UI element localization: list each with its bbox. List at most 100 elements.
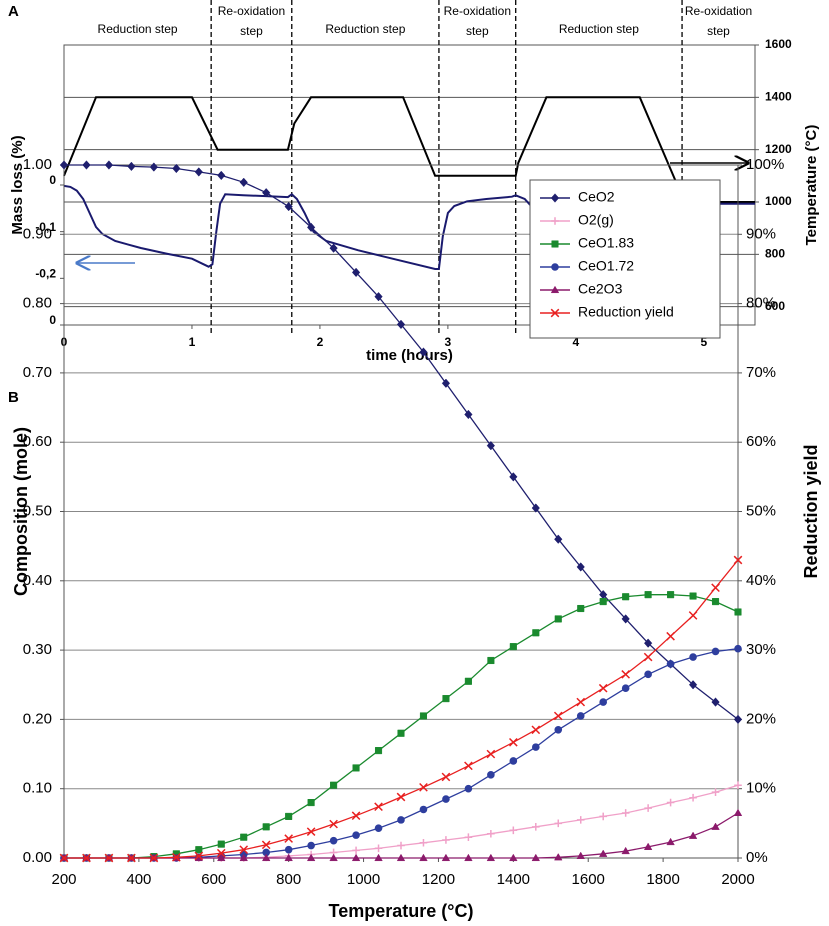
- point: [284, 845, 293, 854]
- step-label: step: [707, 24, 730, 38]
- point: [195, 846, 203, 854]
- point: [554, 615, 562, 623]
- y2-tick-label: 90%: [746, 225, 776, 242]
- point: [419, 838, 428, 847]
- y-axis-label: Mass loss (%): [9, 135, 26, 234]
- y2-tick-label: 10%: [746, 780, 776, 797]
- series-line: [64, 648, 739, 859]
- point: [442, 695, 450, 703]
- point: [644, 670, 652, 679]
- point: [262, 188, 271, 198]
- legend-label: CeO1.83: [578, 235, 634, 251]
- point: [306, 827, 316, 836]
- point: [711, 788, 720, 796]
- point: [306, 222, 316, 233]
- x-tick-label: 5: [700, 335, 707, 349]
- point: [374, 291, 383, 302]
- point: [262, 848, 271, 857]
- point: [306, 853, 316, 862]
- point: [667, 591, 675, 599]
- x-tick-label: 200: [51, 871, 76, 888]
- x-tick-label: 1000: [347, 871, 380, 888]
- point: [261, 840, 271, 850]
- point: [239, 845, 249, 855]
- point: [419, 805, 428, 814]
- point: [577, 604, 585, 613]
- legend-marker: [550, 285, 560, 294]
- x-tick-label: 1800: [646, 871, 679, 888]
- point: [711, 598, 720, 606]
- y-tick-label: 0.30: [23, 641, 52, 658]
- point: [217, 840, 225, 848]
- point: [194, 167, 203, 177]
- point: [396, 319, 406, 330]
- legend-marker: [550, 193, 560, 203]
- point: [216, 848, 226, 858]
- point: [352, 764, 360, 772]
- point: [599, 698, 607, 706]
- point: [486, 440, 496, 451]
- point: [307, 841, 315, 850]
- y-tick-label: -0,1: [35, 220, 56, 234]
- y2-tick-label: 70%: [746, 364, 776, 381]
- y-tick-label: 0.50: [23, 502, 52, 519]
- point: [711, 647, 720, 656]
- point: [598, 849, 608, 857]
- y2-axis-label: Reduction yield: [801, 444, 821, 578]
- point: [576, 851, 585, 859]
- point: [59, 853, 69, 863]
- point: [598, 683, 608, 693]
- point: [666, 837, 675, 846]
- point: [643, 638, 653, 648]
- x-tick-label: 1200: [422, 871, 455, 888]
- step-label: Reduction step: [325, 22, 405, 36]
- legend-marker: [550, 308, 560, 318]
- point: [464, 853, 473, 862]
- point: [689, 592, 697, 600]
- point: [599, 598, 607, 606]
- point: [509, 853, 518, 862]
- y-tick-label: 0.60: [23, 433, 52, 450]
- point: [553, 711, 563, 721]
- series-line: [63, 96, 755, 203]
- step-label: step: [240, 24, 263, 38]
- y2-axis-label: Temperature (°C): [803, 125, 820, 246]
- y2-tick-label: 30%: [746, 641, 776, 658]
- point: [464, 761, 473, 771]
- point: [127, 161, 136, 172]
- y-tick-label: 0.10: [23, 780, 52, 797]
- point: [621, 684, 630, 693]
- legend-label: CeO1.72: [578, 258, 634, 274]
- point: [733, 714, 743, 725]
- x-tick-label: 1: [189, 335, 196, 349]
- point: [82, 853, 91, 863]
- point: [554, 853, 563, 861]
- y-tick-label: 0.80: [23, 295, 52, 312]
- x-tick-label: 3: [445, 335, 452, 349]
- y-tick-label: 0: [49, 313, 56, 327]
- point: [621, 809, 630, 817]
- y2-tick-label: 1000: [765, 194, 792, 208]
- point: [374, 747, 383, 755]
- y-tick-label: 0.90: [23, 225, 52, 242]
- point: [734, 781, 742, 790]
- point: [419, 712, 428, 720]
- y2-tick-label: 1200: [765, 142, 792, 156]
- y2-tick-label: 20%: [746, 710, 776, 727]
- point: [532, 823, 540, 831]
- point: [396, 792, 406, 802]
- point: [531, 725, 541, 735]
- point: [351, 811, 361, 821]
- y2-tick-label: 1400: [765, 90, 792, 104]
- x-tick-label: 800: [276, 871, 301, 888]
- point: [643, 842, 653, 850]
- point: [374, 853, 383, 862]
- legend-label: Ce2O3: [578, 281, 623, 297]
- point: [419, 347, 428, 357]
- point: [374, 844, 383, 853]
- x-tick-label: 600: [201, 871, 226, 888]
- point: [531, 853, 541, 862]
- point: [329, 819, 338, 829]
- point: [284, 853, 293, 862]
- point: [284, 834, 293, 843]
